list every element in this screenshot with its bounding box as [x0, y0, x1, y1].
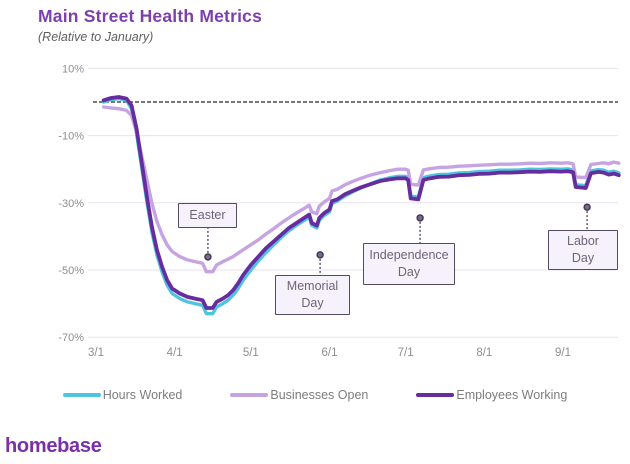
legend-item-businesses-open: Businesses Open [230, 388, 368, 402]
x-axis-tick-label: 8/1 [476, 347, 492, 359]
legend-label: Hours Worked [102, 388, 183, 402]
chart-plot-area: 10% -10% -30% -50% -70% 3/1 4/1 5/1 6/1 7/1 8/1 9/1 [58, 63, 621, 359]
annotation-callout-dot [204, 253, 212, 261]
annotation-callout-dot [416, 214, 424, 222]
legend-item-hours-worked: Hours Worked [62, 388, 183, 402]
x-axis-tick-label: 6/1 [321, 347, 337, 359]
x-axis-tick-label: 4/1 [167, 347, 183, 359]
y-axis-tick-label: -10% [58, 131, 84, 143]
chart-legend: Hours Worked Businesses Open Employees Wor… [0, 388, 630, 402]
legend-swatch [230, 393, 269, 397]
chart-title: Main Street Health Metrics [38, 6, 263, 26]
homebase-logo: homebase [5, 435, 102, 457]
legend-label: Businesses Open [270, 388, 369, 402]
y-axis-tick-label: -30% [58, 198, 84, 210]
legend-label: Employees Working [456, 388, 568, 402]
x-axis-tick-label: 7/1 [398, 347, 414, 359]
series-line-employees-working [101, 95, 621, 310]
y-axis-tick-label: -70% [58, 332, 84, 344]
annotation-callout-dot [316, 251, 324, 259]
annotation-box-independence: Independence Day [363, 243, 455, 285]
series-line-businesses-open [101, 105, 621, 274]
x-axis-tick-label: 5/1 [243, 347, 259, 359]
legend-swatch [62, 393, 101, 397]
annotation-callout-dot [583, 203, 591, 211]
legend-swatch [416, 393, 455, 397]
legend-item-employees-working: Employees Working [416, 388, 567, 402]
annotation-box-memorial: Memorial Day [275, 275, 350, 315]
annotation-box-labor: Labor Day [548, 230, 618, 270]
chart-subtitle: (Relative to January) [38, 30, 154, 44]
annotation-box-easter: Easter [178, 203, 237, 228]
series-line-hours-worked [101, 96, 621, 316]
y-axis-tick-label: -50% [58, 265, 84, 277]
y-axis-tick-label: 10% [62, 63, 84, 75]
x-axis-tick-label: 3/1 [88, 347, 104, 359]
x-axis-tick-label: 9/1 [555, 347, 571, 359]
